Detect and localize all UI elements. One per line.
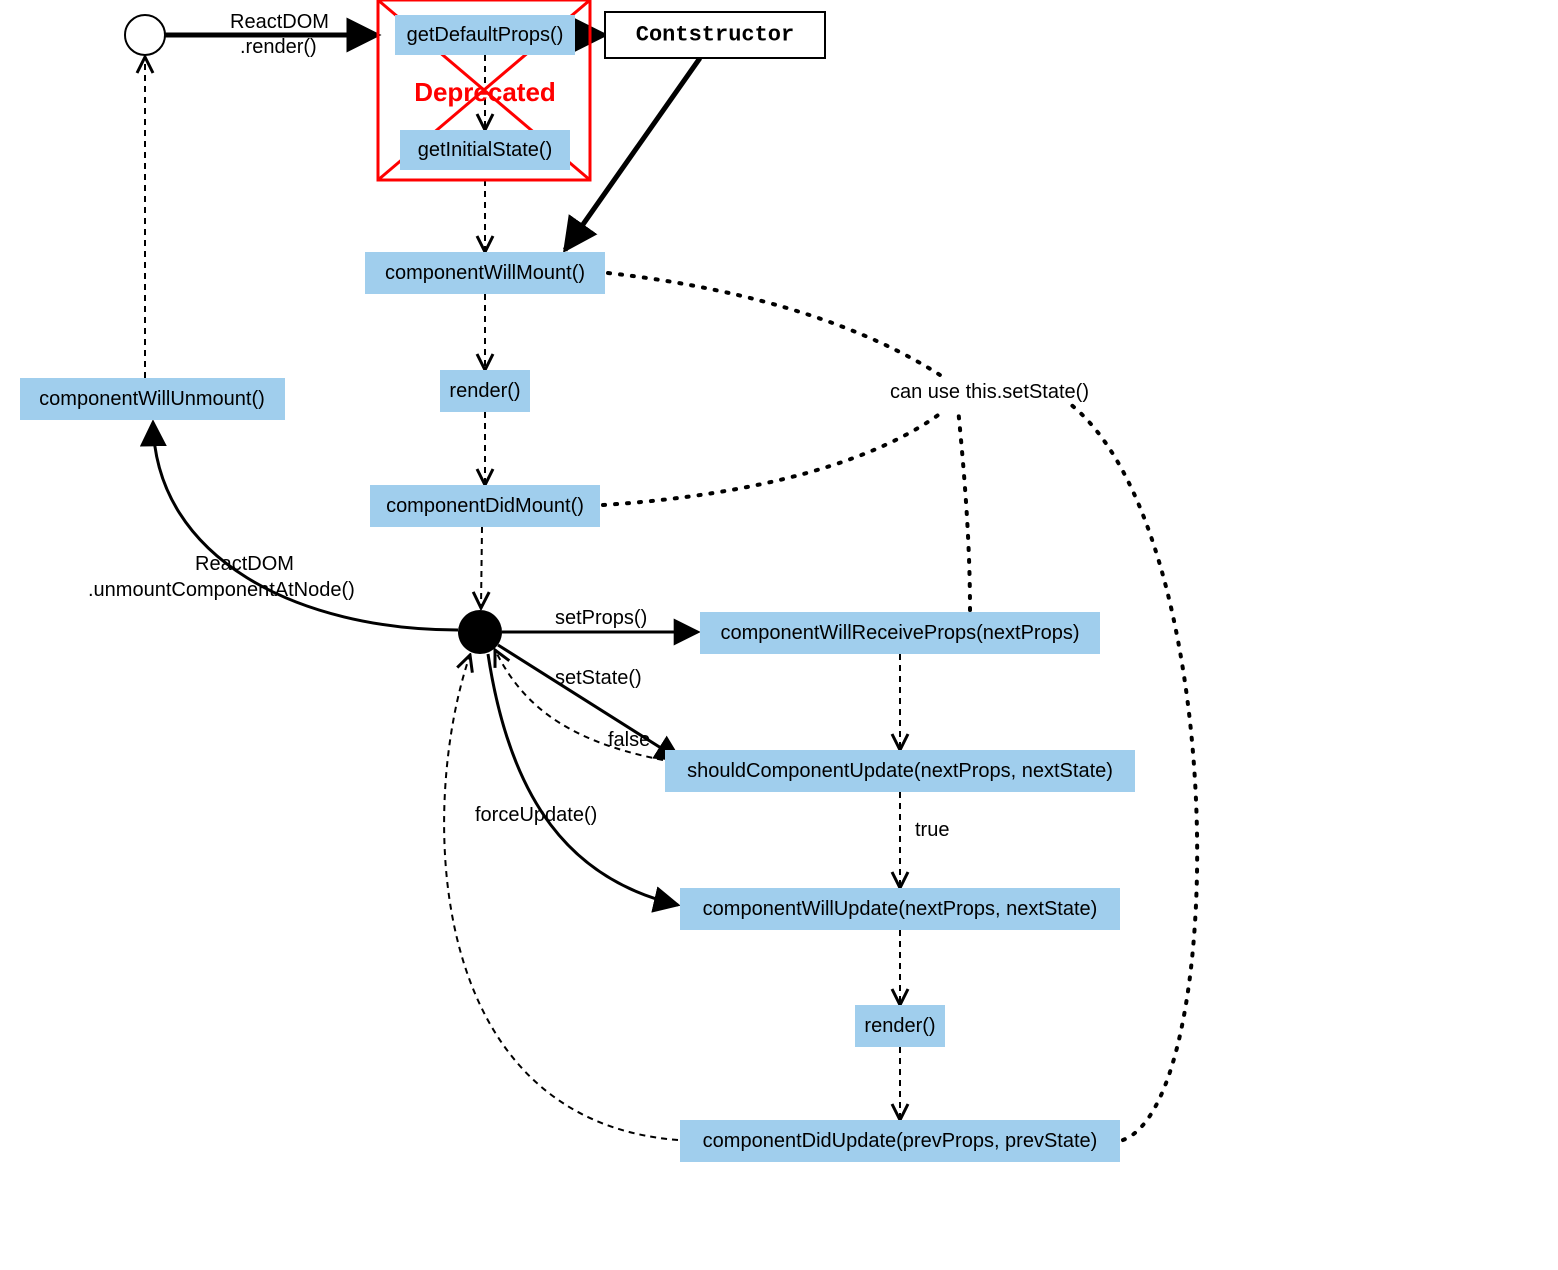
node-componentwillunmount-label: componentWillUnmount() (39, 388, 265, 410)
label-false: false (608, 729, 650, 751)
label-forceupdate: forceUpdate() (475, 804, 597, 826)
edge-didmount-to-hub (481, 527, 482, 608)
label-reactdom-render-2: .render() (240, 36, 317, 58)
start-circle (125, 15, 165, 55)
dotted-receiveprops-to-setstate (958, 408, 970, 610)
node-shouldcomponentupdate-label: shouldComponentUpdate(nextProps, nextSta… (687, 760, 1113, 782)
node-componentwillmount-label: componentWillMount() (385, 262, 585, 284)
dotted-didmount-to-setstate (603, 410, 945, 505)
label-can-use-setstate: can use this.setState() (890, 381, 1089, 403)
deprecated-label: Deprecated (414, 77, 556, 107)
node-constructor-label: Contstructor (636, 23, 794, 48)
hub-circle (458, 610, 502, 654)
node-componentwillupdate-label: componentWillUpdate(nextProps, nextState… (703, 898, 1098, 920)
node-componentdidmount-label: componentDidMount() (386, 495, 584, 517)
node-componentwillreceiveprops-label: componentWillReceiveProps(nextProps) (720, 622, 1079, 644)
edge-constructor-to-willmount (565, 58, 700, 250)
node-getdefaultprops-label: getDefaultProps() (407, 24, 564, 46)
label-true: true (915, 819, 949, 841)
edge-didupdate-to-hub (444, 655, 678, 1140)
edge-hub-to-shouldupdate (498, 645, 680, 760)
label-reactdom-render-1: ReactDOM (230, 11, 329, 33)
node-render1-label: render() (449, 380, 520, 402)
label-unmount-2: .unmountComponentAtNode() (88, 579, 355, 601)
label-setstate: setState() (555, 667, 642, 689)
node-componentdidupdate-label: componentDidUpdate(prevProps, prevState) (703, 1130, 1098, 1152)
label-setprops: setProps() (555, 607, 647, 629)
label-unmount-1: ReactDOM (195, 553, 294, 575)
node-render2-label: render() (864, 1015, 935, 1037)
dotted-willmount-to-setstate (608, 273, 940, 375)
edge-hub-to-willupdate (488, 654, 678, 905)
node-getinitialstate-label: getInitialState() (418, 139, 553, 161)
lifecycle-diagram: ReactDOM .render() ReactDOM .unmountComp… (0, 0, 1558, 1270)
